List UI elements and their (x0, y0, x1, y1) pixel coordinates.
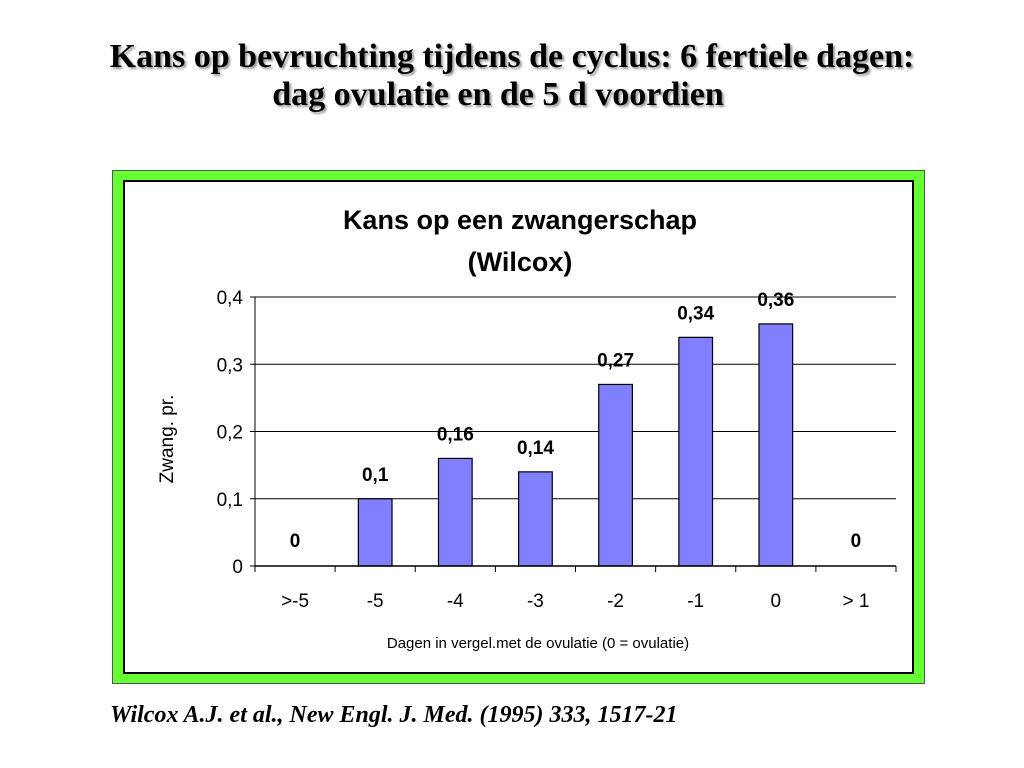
slide-title-line-2: dag ovulatie en de 5 d voordien (272, 76, 724, 113)
data-label: 0 (851, 531, 862, 552)
bar-chart: Kans op een zwangerschap (Wilcox) 0 0,1 0,… (157, 205, 897, 652)
y-tick-label: 0,3 (217, 355, 243, 376)
bar (357, 498, 393, 567)
data-label: 0,1 (362, 465, 389, 486)
data-label: 0,27 (597, 350, 634, 371)
citation: Wilcox A.J. et al., New Engl. J. Med. (1… (110, 702, 678, 728)
x-tick-label: -4 (447, 591, 464, 612)
bar (678, 336, 714, 567)
data-label: 0,36 (757, 290, 794, 311)
slide-title-line-1: Kans op bevruchting tijdens de cyclus: 6… (109, 38, 915, 75)
x-tick-label: -2 (607, 591, 624, 612)
x-tick-label: 0 (771, 591, 782, 612)
chart-title: Kans op een zwangerschap (343, 205, 697, 235)
data-label: 0,16 (437, 424, 474, 445)
x-tick-label: -5 (367, 591, 384, 612)
x-tick-label: > 1 (842, 591, 869, 612)
chart-subtitle: (Wilcox) (468, 247, 573, 277)
y-axis-label: Zwang. pr. (157, 395, 178, 484)
bar (598, 383, 633, 567)
x-tick-label: -3 (527, 591, 544, 612)
y-tick-label: 0,2 (217, 423, 243, 444)
chart-area: Kans op een zwangerschap (Wilcox) 0 0,1 0,… (123, 180, 914, 674)
x-axis-label: Dagen in vergel.met de ovulatie (0 = ovu… (387, 635, 689, 652)
y-tick-label: 0,4 (217, 288, 244, 309)
chart-panel: Kans op een zwangerschap (Wilcox) 0 0,1 0,… (112, 170, 925, 684)
data-label: 0,14 (517, 438, 554, 459)
data-label: 0 (290, 531, 301, 552)
data-label: 0,34 (677, 303, 714, 324)
bar (518, 471, 553, 567)
x-tick-label: >-5 (281, 591, 309, 612)
y-tick-label: 0,1 (217, 490, 243, 511)
y-tick-label: 0 (232, 557, 243, 578)
slide-title: Kans op bevruchting tijdens de cyclus: 6… (0, 38, 1024, 114)
bar (758, 323, 794, 567)
bar (437, 457, 473, 567)
x-tick-label: -1 (687, 591, 704, 612)
